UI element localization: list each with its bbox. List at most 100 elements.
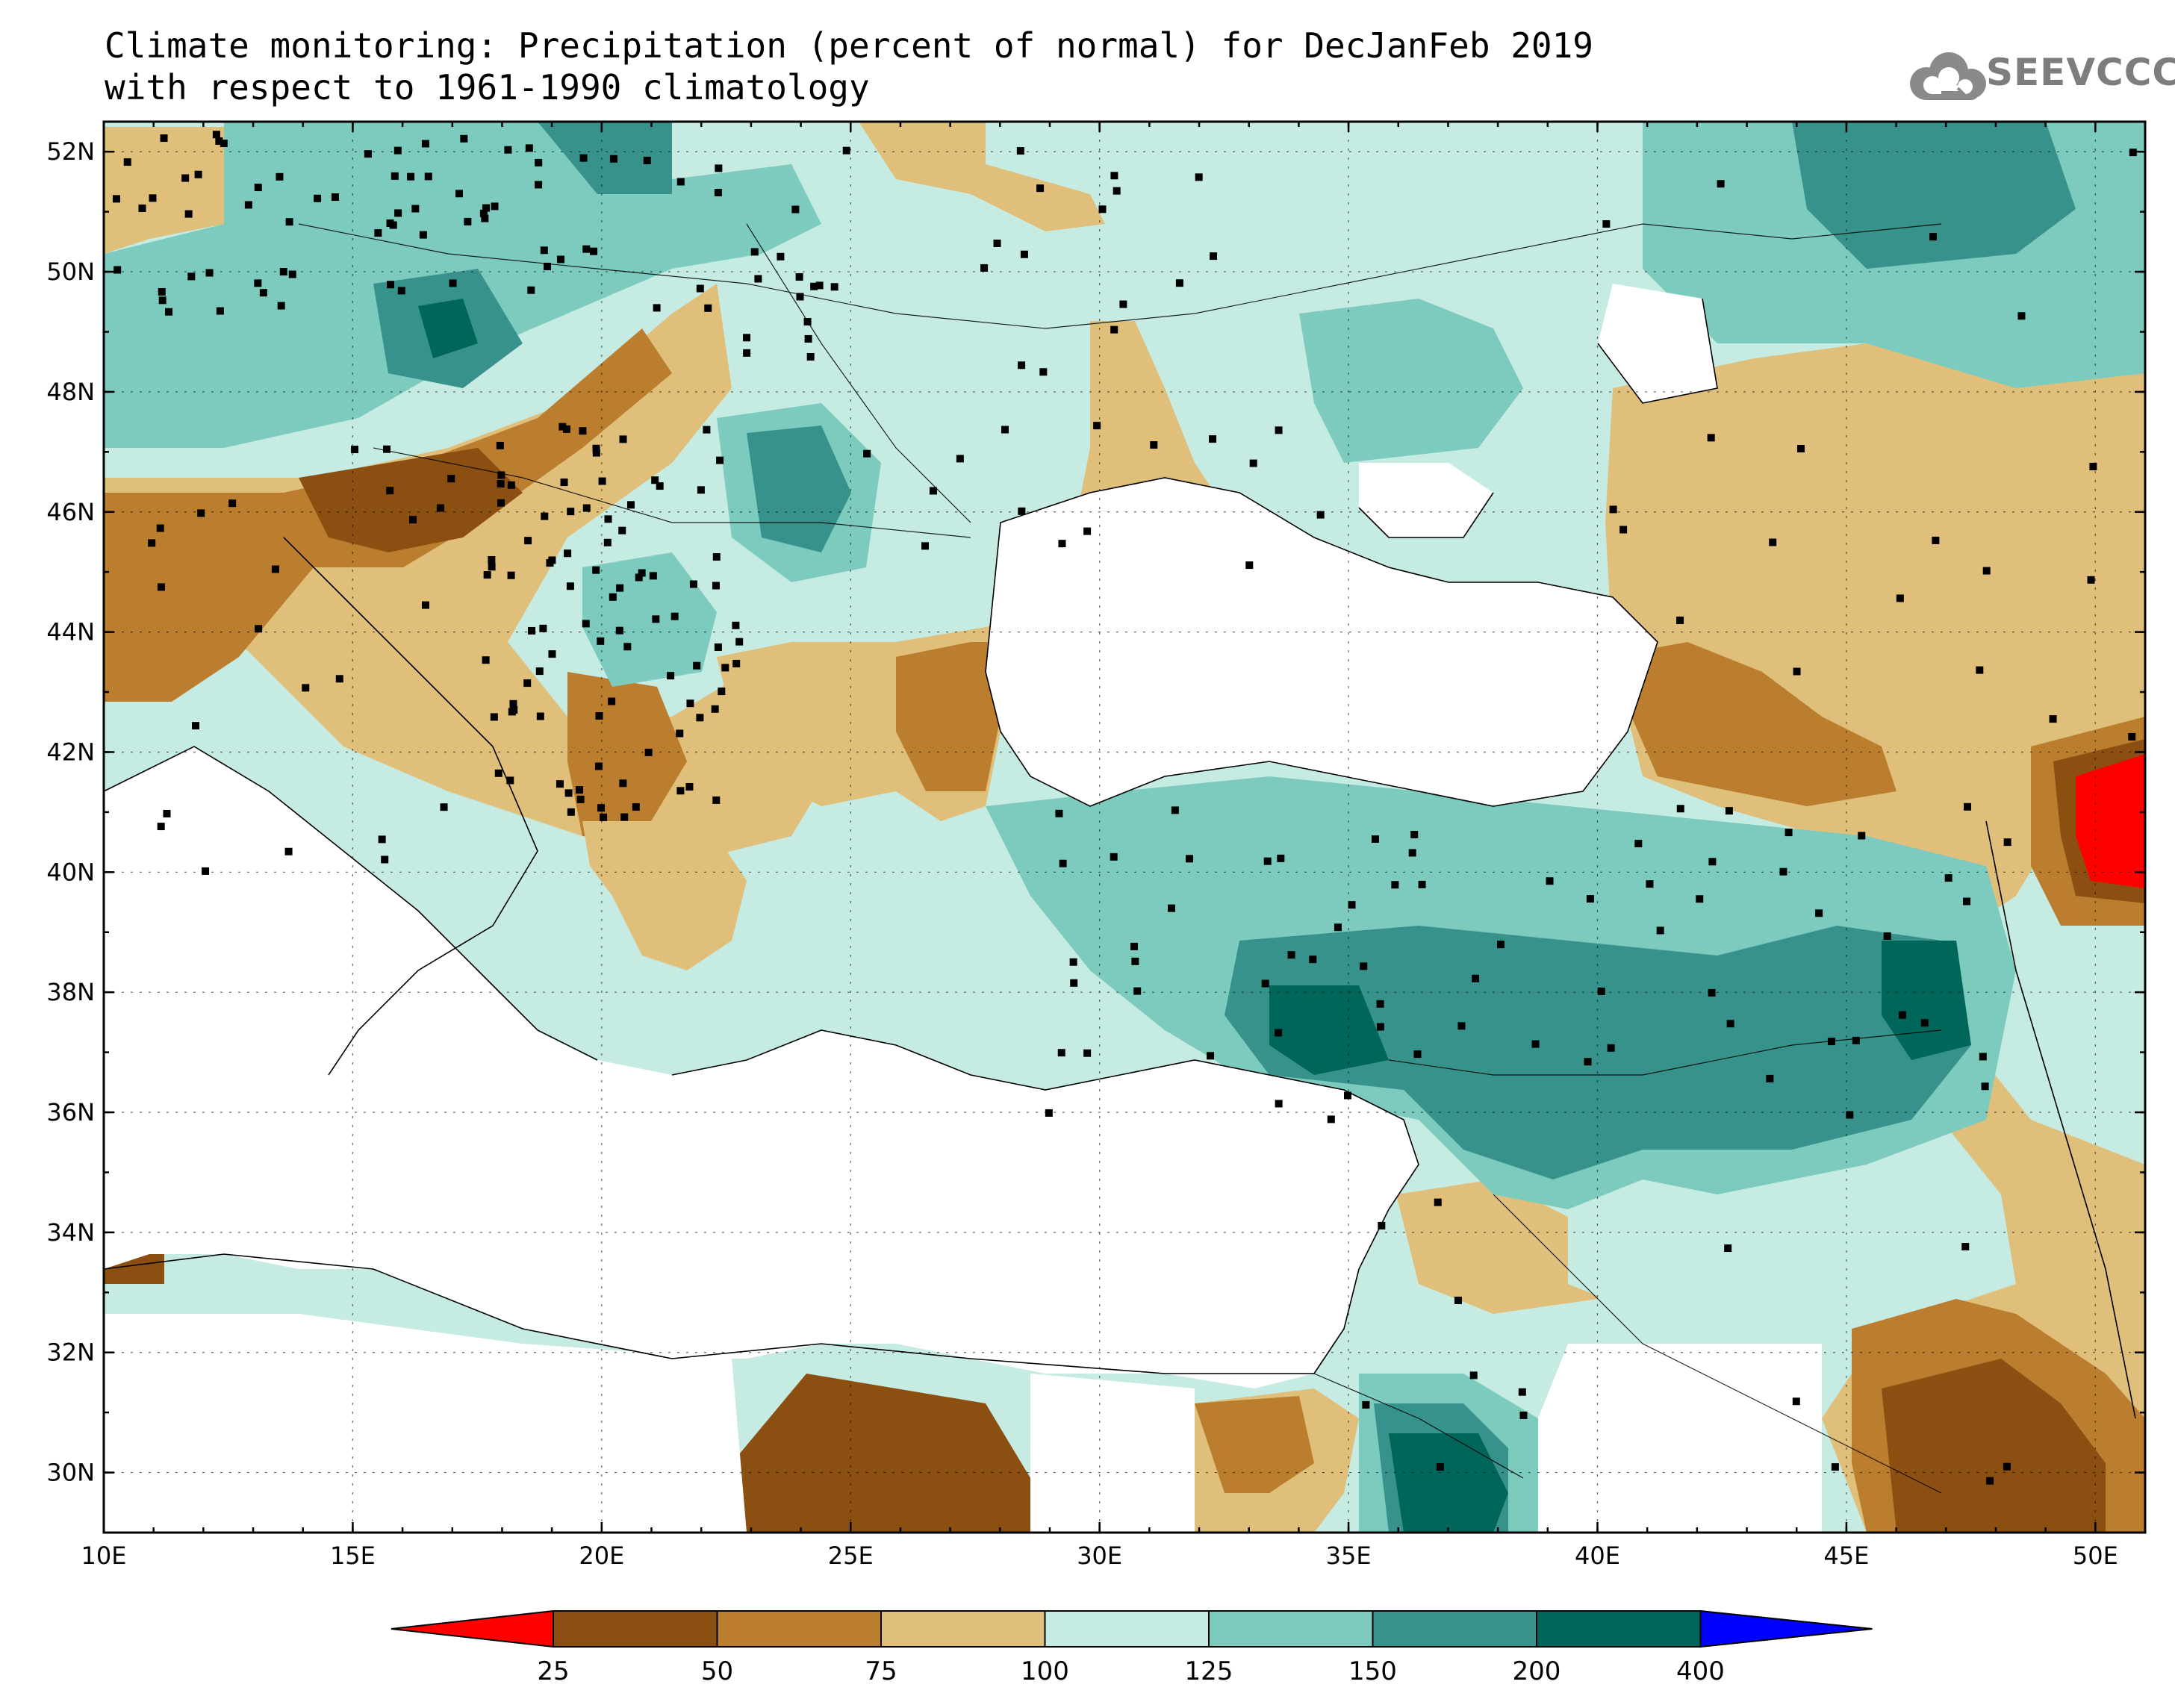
station-dot [1436,1463,1444,1471]
lat-label: 30N [46,1459,95,1487]
station-dot [1696,895,1704,903]
station-dot [600,813,608,821]
station-dot [1036,184,1045,193]
station-dot [1792,1397,1800,1406]
station-dot [667,672,675,680]
station-dot [424,172,432,181]
station-dot [1726,1020,1734,1028]
station-dot [364,150,372,158]
station-dot [1275,426,1283,434]
station-dot [1360,962,1368,970]
station-dot [507,481,515,489]
station-dot [455,190,463,198]
station-dot [394,209,402,217]
station-dot [1057,1049,1065,1057]
station-dot [1472,974,1480,982]
station-dot [1277,854,1285,862]
station-dot [732,621,740,629]
station-dot [1518,1388,1526,1396]
station-dot [1979,1053,1987,1061]
station-dot [644,748,653,756]
station-dot [220,140,228,148]
lat-label: 44N [46,618,95,646]
station-dot [750,248,759,256]
lon-label: 50E [2073,1542,2118,1570]
station-dot [1797,445,1805,453]
station-dot [302,684,310,692]
station-dot [1371,835,1379,844]
station-dot [1261,979,1269,988]
station-dot [1981,1082,1989,1091]
station-dot [676,178,685,186]
lon-label: 10E [81,1542,127,1570]
station-dot [158,296,167,305]
station-dot [259,289,267,297]
station-dot [696,284,704,293]
station-dot [1070,979,1078,987]
station-dot [1976,666,1984,674]
station-dot [535,158,543,166]
station-dot [331,193,339,202]
station-dot [620,813,629,821]
station-dot [536,712,544,720]
station-dot [1982,567,1991,575]
station-dot [1263,857,1272,865]
station-dot [271,565,279,573]
station-dot [564,789,573,797]
station-dot [535,181,543,189]
lon-label: 15E [330,1542,376,1570]
station-dot [1586,895,1594,903]
station-dot [1069,958,1077,966]
station-dot [525,144,533,152]
station-dot [184,210,193,218]
station-dot [863,449,871,458]
station-dot [460,134,468,143]
station-dot [1769,538,1777,546]
station-dot [497,499,505,507]
station-dot [1171,806,1179,814]
station-dot [1602,219,1611,228]
station-dot [703,426,711,434]
station-dot [685,782,694,791]
station-dot [1245,561,1254,570]
station-dot [993,239,1001,247]
station-dot [1646,880,1654,888]
station-dot [1531,1040,1540,1048]
station-dot [594,762,603,770]
station-dot [1131,957,1139,965]
station-dot [810,282,818,290]
station-dot [284,847,293,855]
station-dot [686,699,694,708]
station-dot [566,582,574,590]
station-dot [711,705,719,713]
station-dot [411,205,420,213]
station-dot [1249,459,1257,467]
station-dot [276,172,284,181]
colorbar-label: 50 [701,1656,733,1686]
station-dot [1676,805,1684,813]
station-dot [597,637,605,645]
station-dot [1708,858,1717,866]
station-dot [597,804,606,812]
station-dot [567,508,575,516]
station-dot [1831,1463,1839,1471]
station-dot [540,246,548,255]
station-dot [1434,1198,1442,1206]
station-dot [1858,832,1866,840]
station-dot [582,620,590,628]
station-dot [1609,505,1617,514]
station-dot [123,158,131,166]
station-markers [112,131,2137,1485]
station-dot [1413,1050,1422,1059]
colorbar-over-triangle [1699,1609,1873,1648]
station-dot [1207,1052,1215,1060]
lat-label: 34N [46,1218,95,1247]
station-dot [815,281,824,290]
station-dot [791,205,800,214]
station-dot [1018,361,1026,370]
station-dot [598,477,606,485]
station-dot [609,593,617,601]
station-dot [1408,849,1416,857]
station-dot [1785,829,1793,837]
